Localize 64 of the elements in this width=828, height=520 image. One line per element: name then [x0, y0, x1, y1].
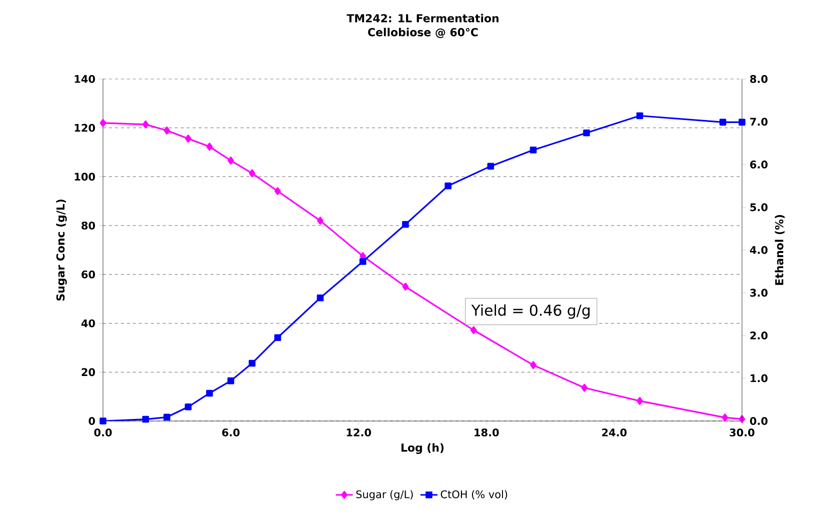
point — [164, 126, 170, 135]
point — [530, 146, 537, 154]
legend-label: Sugar (g/L) — [356, 490, 413, 500]
point — [274, 187, 281, 196]
x-tick-label: 30.0 — [730, 428, 754, 436]
point — [738, 118, 746, 126]
y2-tick-label: 1.0 — [750, 374, 768, 382]
y2-axis-title: Ethanol (%) — [774, 215, 785, 285]
point — [184, 404, 192, 410]
point — [636, 396, 643, 405]
x-tick-label: 6.0 — [222, 428, 240, 436]
point — [248, 169, 256, 178]
point — [227, 377, 234, 384]
y2-tick-label: 6.0 — [750, 160, 768, 168]
point — [100, 118, 106, 127]
y-tick-label: 120 — [74, 124, 95, 132]
point — [719, 118, 726, 126]
chart-title: TM242: 1L Fermentation — [346, 14, 498, 22]
x-tick-label: 24.0 — [602, 428, 627, 436]
point — [402, 220, 409, 228]
point — [206, 142, 213, 151]
point — [583, 129, 590, 136]
x-tick-label: 18.0 — [474, 428, 499, 436]
point — [185, 134, 192, 143]
point — [444, 182, 452, 190]
y2-tick-label: 5.0 — [750, 203, 768, 212]
y2-tick-label: 2.0 — [750, 332, 768, 340]
x-tick-label: 12.0 — [346, 428, 371, 436]
point — [248, 360, 256, 367]
y-tick-label: 20 — [82, 368, 95, 376]
annotation: Yield = 0.46 g/g — [471, 304, 590, 319]
y2-tick-label: 4.0 — [750, 246, 768, 254]
point — [100, 418, 106, 424]
x-axis-title: Log (h) — [402, 443, 444, 454]
y-tick-label: 80 — [82, 222, 95, 230]
point — [487, 162, 494, 170]
y2-tick-label: 0.0 — [750, 417, 768, 425]
x-tick-label: 0.0 — [94, 428, 112, 436]
point — [228, 156, 234, 165]
point — [359, 258, 366, 265]
chart-subtitle: Cellobiose @ 60°C — [368, 28, 478, 38]
point — [274, 334, 282, 342]
point — [142, 120, 149, 128]
point — [206, 390, 213, 397]
point — [722, 414, 728, 422]
legend-label: CtOH (% vol) — [440, 490, 508, 500]
y-tick-label: 0 — [88, 417, 95, 425]
point — [581, 384, 588, 392]
point — [142, 416, 149, 423]
y2-tick-label: 7.0 — [750, 118, 768, 126]
y-tick-label: 60 — [82, 270, 95, 278]
point — [470, 326, 477, 334]
point — [402, 282, 409, 291]
y-axis-title: Sugar Conc (g/L) — [56, 200, 67, 301]
y-tick-label: 100 — [74, 172, 95, 181]
y-tick-label: 140 — [74, 75, 95, 83]
point — [316, 294, 324, 302]
point — [636, 112, 644, 120]
y-tick-label: 40 — [81, 319, 95, 328]
point — [317, 216, 324, 225]
point — [164, 414, 170, 421]
y2-tick-label: 8.0 — [750, 75, 768, 83]
point — [530, 361, 536, 370]
y2-tick-label: 3.0 — [750, 288, 768, 297]
